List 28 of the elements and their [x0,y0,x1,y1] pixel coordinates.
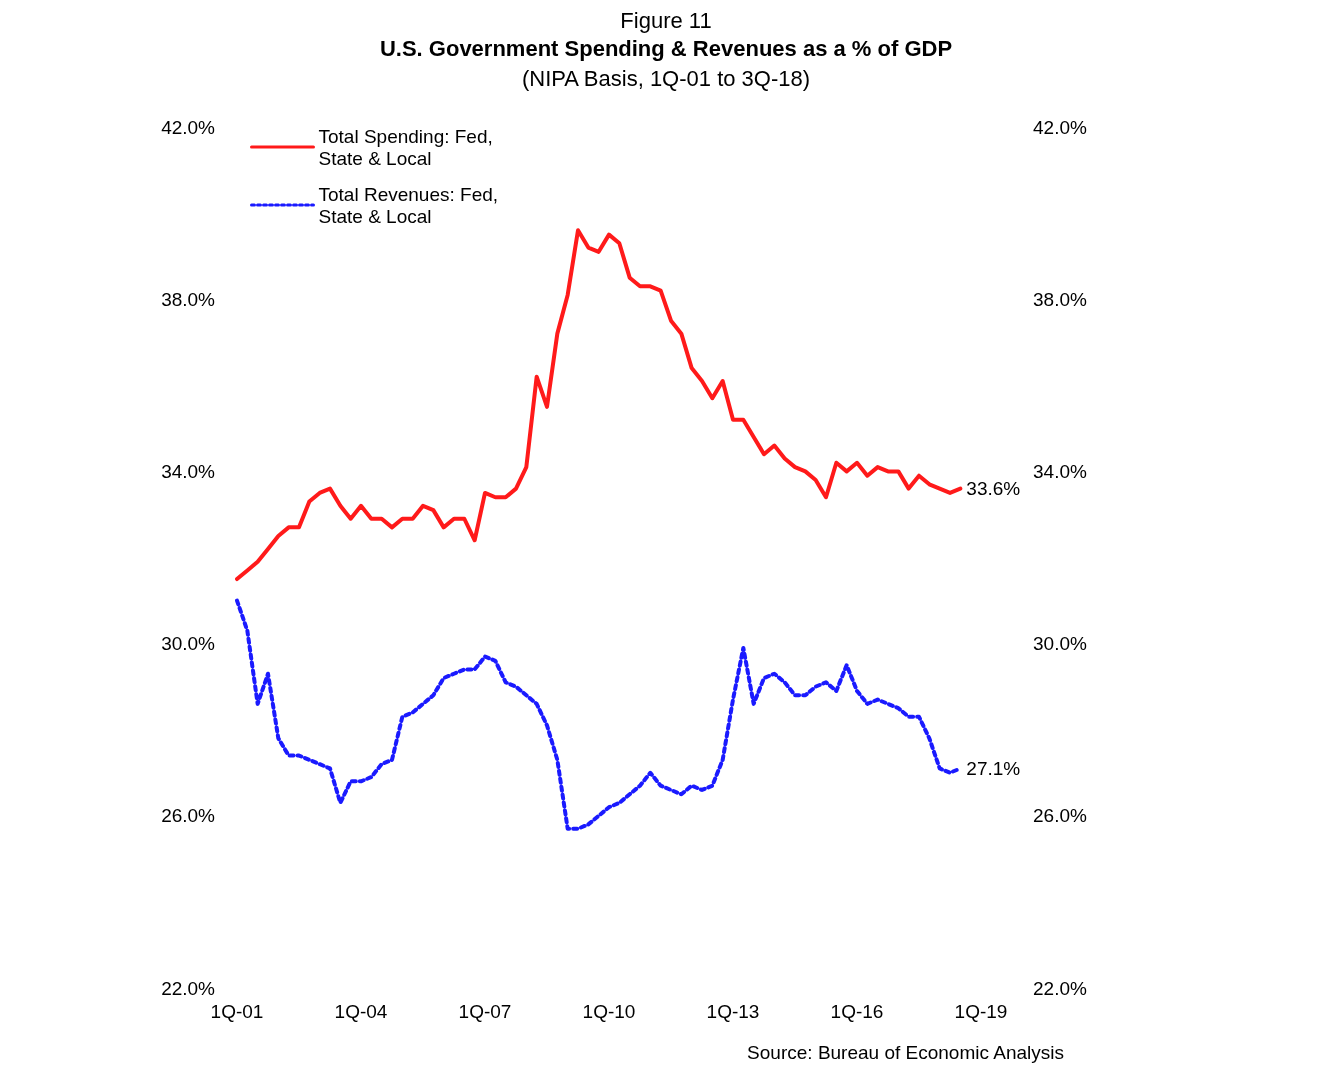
x-tick-label: 1Q-10 [582,1001,636,1022]
x-tick-label: 1Q-01 [210,1001,264,1022]
y2-tick-label: 34.0% [1033,460,1087,482]
y2-tick-label: 22.0% [1033,977,1087,999]
x-tick-label: 1Q-16 [830,1001,884,1022]
data-label: 27.1% [966,757,1021,779]
caption: Figure 11 [620,7,712,33]
y-tick-label: 42.0% [161,116,216,138]
y2-tick-label: 30.0% [1033,633,1087,655]
y2-tick-label: 26.0% [1033,805,1087,827]
y-tick-label: 26.0% [161,805,216,827]
data-label: 33.6% [966,478,1021,500]
chart-title: U.S. Government Spending & Revenues as a % of GDP [379,35,953,61]
chart-subtitle: (NIPA Basis, 1Q-01 to 3Q-18) [521,65,811,91]
x-tick-label: 1Q-07 [458,1001,512,1022]
y2-tick-label: 42.0% [1033,116,1087,138]
legend-label: Total Spending: Fed, State & Local [318,125,499,169]
line-series [235,228,963,582]
y-tick-label: 30.0% [161,633,216,655]
y-tick-label: 34.0% [161,460,216,482]
y-tick-label: 22.0% [161,977,216,999]
x-tick-label: 1Q-04 [334,1001,388,1022]
legend-label: Total Revenues: Fed, State & Local [318,183,504,227]
source-note: Source: Bureau of Economic Analysis [747,1042,1064,1063]
x-tick-label: 1Q-19 [954,1001,1008,1022]
y-tick-label: 38.0% [161,288,216,310]
x-tick-label: 1Q-13 [706,1001,760,1022]
y2-tick-label: 38.0% [1033,288,1087,310]
